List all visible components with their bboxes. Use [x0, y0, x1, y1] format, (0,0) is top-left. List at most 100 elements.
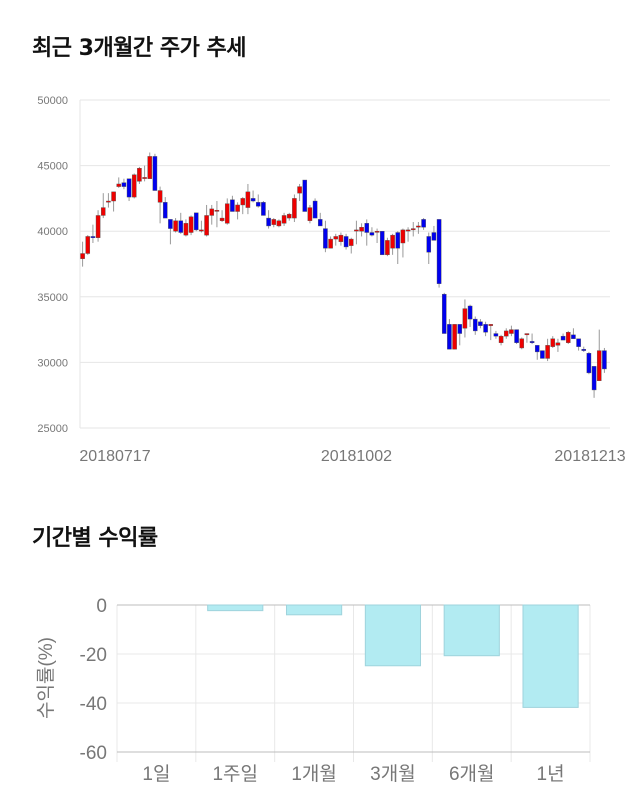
candle-up — [235, 204, 240, 212]
candle-down — [431, 232, 437, 241]
candle-down — [369, 232, 375, 236]
y-tick-label: -60 — [80, 743, 107, 764]
candle-up — [400, 229, 406, 244]
candle-down — [534, 345, 540, 353]
candle-up — [596, 350, 602, 381]
candle-up — [209, 208, 215, 216]
candle-up — [385, 240, 390, 256]
candle-up — [85, 236, 91, 254]
candle-up — [276, 220, 282, 227]
candle-down — [193, 212, 199, 231]
candle-up — [503, 330, 509, 337]
bar — [522, 604, 579, 708]
candle-down — [493, 333, 499, 337]
candle-up — [245, 191, 251, 208]
candle-up — [550, 338, 556, 347]
candle-up — [142, 177, 147, 179]
candle-down — [457, 324, 463, 334]
y-tick-label: 50000 — [37, 95, 68, 107]
candle-down — [261, 202, 266, 216]
candle-up — [204, 215, 209, 236]
candle-down — [230, 199, 235, 212]
candle-down — [560, 335, 566, 341]
candle-down — [576, 338, 581, 347]
candle-up — [555, 342, 561, 346]
candle-down — [514, 329, 519, 343]
candle-down — [162, 202, 168, 219]
candle-up — [333, 236, 339, 240]
candle-down — [421, 219, 426, 228]
x-tick-label: 1년 — [537, 763, 565, 785]
candle-down — [302, 179, 308, 212]
candle-down — [152, 156, 158, 191]
x-tick-label: 20181002 — [321, 448, 392, 465]
candle-down — [436, 219, 442, 284]
candle-up — [188, 216, 194, 233]
candle-down — [343, 236, 349, 248]
candle-up — [462, 308, 468, 329]
candle-up — [338, 234, 344, 242]
candle-down — [602, 350, 607, 370]
candle-down — [441, 293, 447, 334]
bar — [364, 604, 422, 667]
candle-down — [266, 217, 271, 227]
candle-up — [173, 220, 178, 232]
candlestick-chart: 50000 45000 40000 35000 30000 25000 20180717 20… — [37, 95, 625, 465]
candle-up — [95, 215, 101, 238]
candle-down — [379, 230, 385, 256]
candle-up — [524, 333, 530, 336]
candle-down — [168, 219, 173, 229]
candle-up — [286, 213, 292, 219]
candle-up — [519, 338, 525, 349]
return-chart-title: 기간별 수익률 — [32, 526, 158, 551]
y-tick-label: -40 — [80, 694, 107, 715]
candle-up — [348, 238, 354, 246]
candle-up — [271, 219, 277, 225]
candle-down — [571, 334, 576, 339]
y-tick-label: -20 — [80, 645, 107, 666]
candle-up — [452, 324, 457, 350]
candle-up — [106, 200, 111, 203]
candle-up — [390, 234, 395, 249]
y-tick-label: 0 — [96, 596, 107, 617]
x-tick-label: 20181213 — [554, 448, 625, 465]
candle-up — [137, 168, 142, 182]
x-tick-label: 3개월 — [370, 763, 416, 785]
bar — [443, 604, 500, 657]
candle-up — [100, 207, 106, 216]
y-tick-label: 45000 — [37, 161, 68, 173]
candle-up — [565, 332, 571, 343]
x-tick-label: 20180717 — [79, 448, 150, 465]
candle-up — [224, 203, 230, 224]
candle-up — [214, 210, 220, 212]
candle-down — [586, 353, 592, 374]
y-tick-label: 35000 — [37, 292, 68, 304]
candle-down — [250, 198, 256, 202]
candle-up — [80, 253, 85, 259]
y-tick-label: 40000 — [37, 226, 68, 238]
candle-down — [467, 305, 473, 320]
candle-down — [591, 366, 597, 391]
candle-up — [281, 215, 287, 224]
candle-up — [498, 335, 504, 343]
price-chart-title: 최근 3개월간 주가 추세 — [32, 36, 246, 61]
candle-down — [90, 236, 96, 238]
candle-up — [307, 207, 313, 221]
candle-up — [509, 329, 514, 334]
candle-down — [529, 341, 535, 343]
candle-down — [478, 321, 483, 326]
candle-down — [178, 220, 184, 233]
bar — [285, 604, 343, 616]
candle-down — [364, 223, 370, 233]
candle-down — [483, 324, 488, 333]
candle-up — [240, 198, 246, 206]
candle-up — [131, 174, 137, 198]
candle-up — [297, 186, 302, 194]
x-tick-label: 1개월 — [291, 763, 337, 785]
x-tick-label: 1주일 — [212, 763, 258, 785]
candle-down — [312, 200, 318, 219]
candle-down — [121, 182, 127, 187]
candle-up — [354, 229, 359, 232]
candle-up — [328, 238, 333, 249]
